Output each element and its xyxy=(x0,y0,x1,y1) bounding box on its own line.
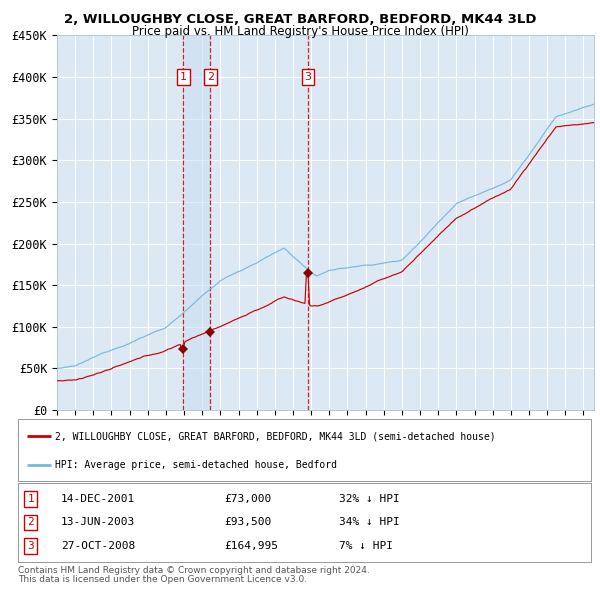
Text: 3: 3 xyxy=(304,72,311,82)
Text: £164,995: £164,995 xyxy=(224,541,278,551)
Text: 7% ↓ HPI: 7% ↓ HPI xyxy=(339,541,393,551)
Text: £93,500: £93,500 xyxy=(224,517,272,527)
Bar xyxy=(184,35,211,410)
Text: 32% ↓ HPI: 32% ↓ HPI xyxy=(339,494,400,504)
Text: 2: 2 xyxy=(27,517,34,527)
Text: 2: 2 xyxy=(207,72,214,82)
Text: 27-OCT-2008: 27-OCT-2008 xyxy=(61,541,135,551)
Text: Price paid vs. HM Land Registry's House Price Index (HPI): Price paid vs. HM Land Registry's House … xyxy=(131,25,469,38)
Text: 2, WILLOUGHBY CLOSE, GREAT BARFORD, BEDFORD, MK44 3LD: 2, WILLOUGHBY CLOSE, GREAT BARFORD, BEDF… xyxy=(64,13,536,26)
Text: 13-JUN-2003: 13-JUN-2003 xyxy=(61,517,135,527)
Text: 3: 3 xyxy=(27,541,34,551)
Text: 14-DEC-2001: 14-DEC-2001 xyxy=(61,494,135,504)
Text: 1: 1 xyxy=(180,72,187,82)
Text: £73,000: £73,000 xyxy=(224,494,272,504)
Text: Contains HM Land Registry data © Crown copyright and database right 2024.: Contains HM Land Registry data © Crown c… xyxy=(18,566,370,575)
Text: HPI: Average price, semi-detached house, Bedford: HPI: Average price, semi-detached house,… xyxy=(55,460,337,470)
Text: 34% ↓ HPI: 34% ↓ HPI xyxy=(339,517,400,527)
Text: This data is licensed under the Open Government Licence v3.0.: This data is licensed under the Open Gov… xyxy=(18,575,307,584)
Text: 2, WILLOUGHBY CLOSE, GREAT BARFORD, BEDFORD, MK44 3LD (semi-detached house): 2, WILLOUGHBY CLOSE, GREAT BARFORD, BEDF… xyxy=(55,431,496,441)
Text: 1: 1 xyxy=(27,494,34,504)
